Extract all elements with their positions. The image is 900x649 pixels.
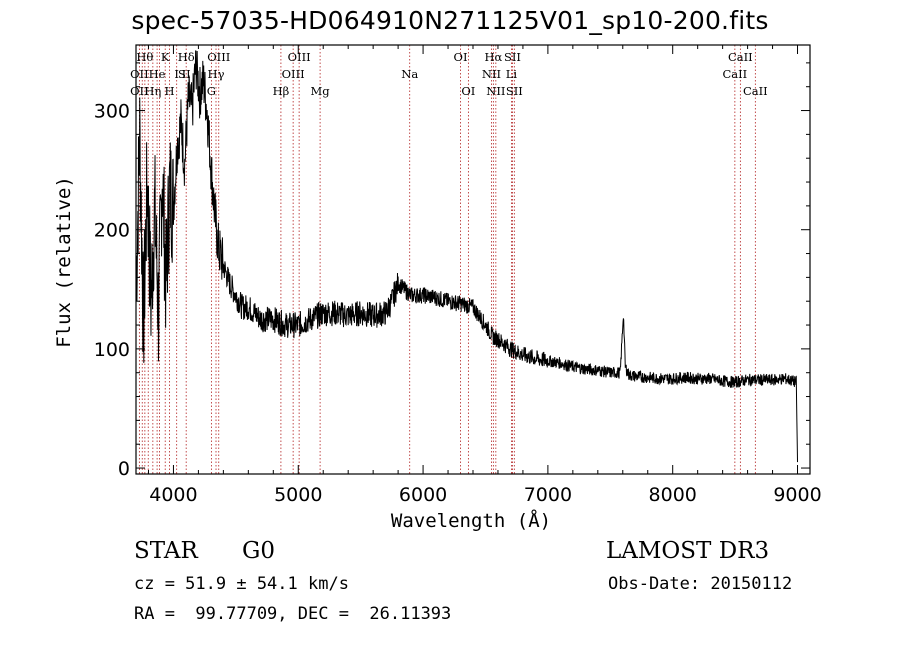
line-label-28: CaII [722, 67, 747, 81]
line-label-9: Hδ [178, 50, 195, 64]
x-tick-label-1: 5000 [274, 484, 322, 506]
line-label-17: Mg [311, 84, 331, 98]
spectral-line-labels: OII OII Hθ Hη He K HI S Hδ II G Hγ OIII Hβ OIII OIII Mg N… [130, 50, 768, 98]
object-type: STAR [134, 538, 198, 564]
line-label-18: Na [401, 67, 418, 81]
line-label-12: Hγ [208, 67, 225, 81]
line-label-19: OI [454, 50, 468, 64]
line-label-22: NII [482, 67, 501, 81]
line-label-7: I [174, 67, 179, 81]
line-label-26: SII [506, 84, 523, 98]
line-label-23: NII [486, 84, 505, 98]
line-label-8: S [178, 67, 186, 81]
line-label-3: Hη [144, 84, 161, 98]
x-tick-label-4: 8000 [649, 484, 697, 506]
line-label-13: OIII [207, 50, 230, 64]
line-label-25: Li [506, 67, 518, 81]
line-label-24: SII [504, 50, 521, 64]
line-label-29: CaII [743, 84, 768, 98]
x-axis-label: Wavelength (Å) [390, 510, 552, 532]
y-axis-ticks: 0 100 200 300 [94, 62, 810, 480]
line-label-14: Hβ [273, 84, 290, 98]
x-tick-label-2: 6000 [399, 484, 447, 506]
line-label-5: K [161, 50, 170, 64]
line-label-20: OI [461, 84, 475, 98]
survey-name: LAMOST DR3 [606, 538, 770, 564]
y-tick-label-3: 300 [94, 101, 130, 123]
y-tick-label-2: 200 [94, 220, 130, 242]
line-label-1: OII [130, 84, 149, 98]
x-tick-label-3: 7000 [524, 484, 572, 506]
object-subclass: G0 [242, 538, 276, 564]
observation-date: Obs-Date: 20150112 [608, 574, 793, 594]
line-label-16: OIII [288, 50, 311, 64]
line-label-11: G [207, 84, 216, 98]
x-tick-label-0: 4000 [149, 484, 197, 506]
line-label-0: OII [130, 67, 149, 81]
plot-frame [135, 44, 811, 475]
line-label-21: Hα [484, 50, 502, 64]
line-label-2: Hθ [136, 50, 153, 64]
line-label-4: He [149, 67, 166, 81]
redshift-readout: cz = 51.9 ± 54.1 km/s [134, 574, 349, 594]
y-tick-label-0: 0 [118, 458, 130, 480]
x-axis-ticks: 4000 5000 6000 7000 8000 9000 [147, 45, 822, 506]
line-label-15: OIII [282, 67, 305, 81]
chart-title: spec-57035-HD064910N271125V01_sp10-200.f… [131, 6, 769, 35]
spectral-line-markers [138, 45, 756, 474]
line-label-27: CaII [728, 50, 753, 64]
line-label-6: H [165, 84, 175, 98]
spectrum-line [135, 50, 799, 463]
y-tick-label-1: 100 [94, 339, 130, 361]
line-label-10: II [182, 67, 191, 81]
y-axis-label: Flux (relative) [53, 176, 75, 348]
coordinates-readout: RA = 99.77709, DEC = 26.11393 [134, 604, 452, 624]
x-tick-label-5: 9000 [773, 484, 821, 506]
